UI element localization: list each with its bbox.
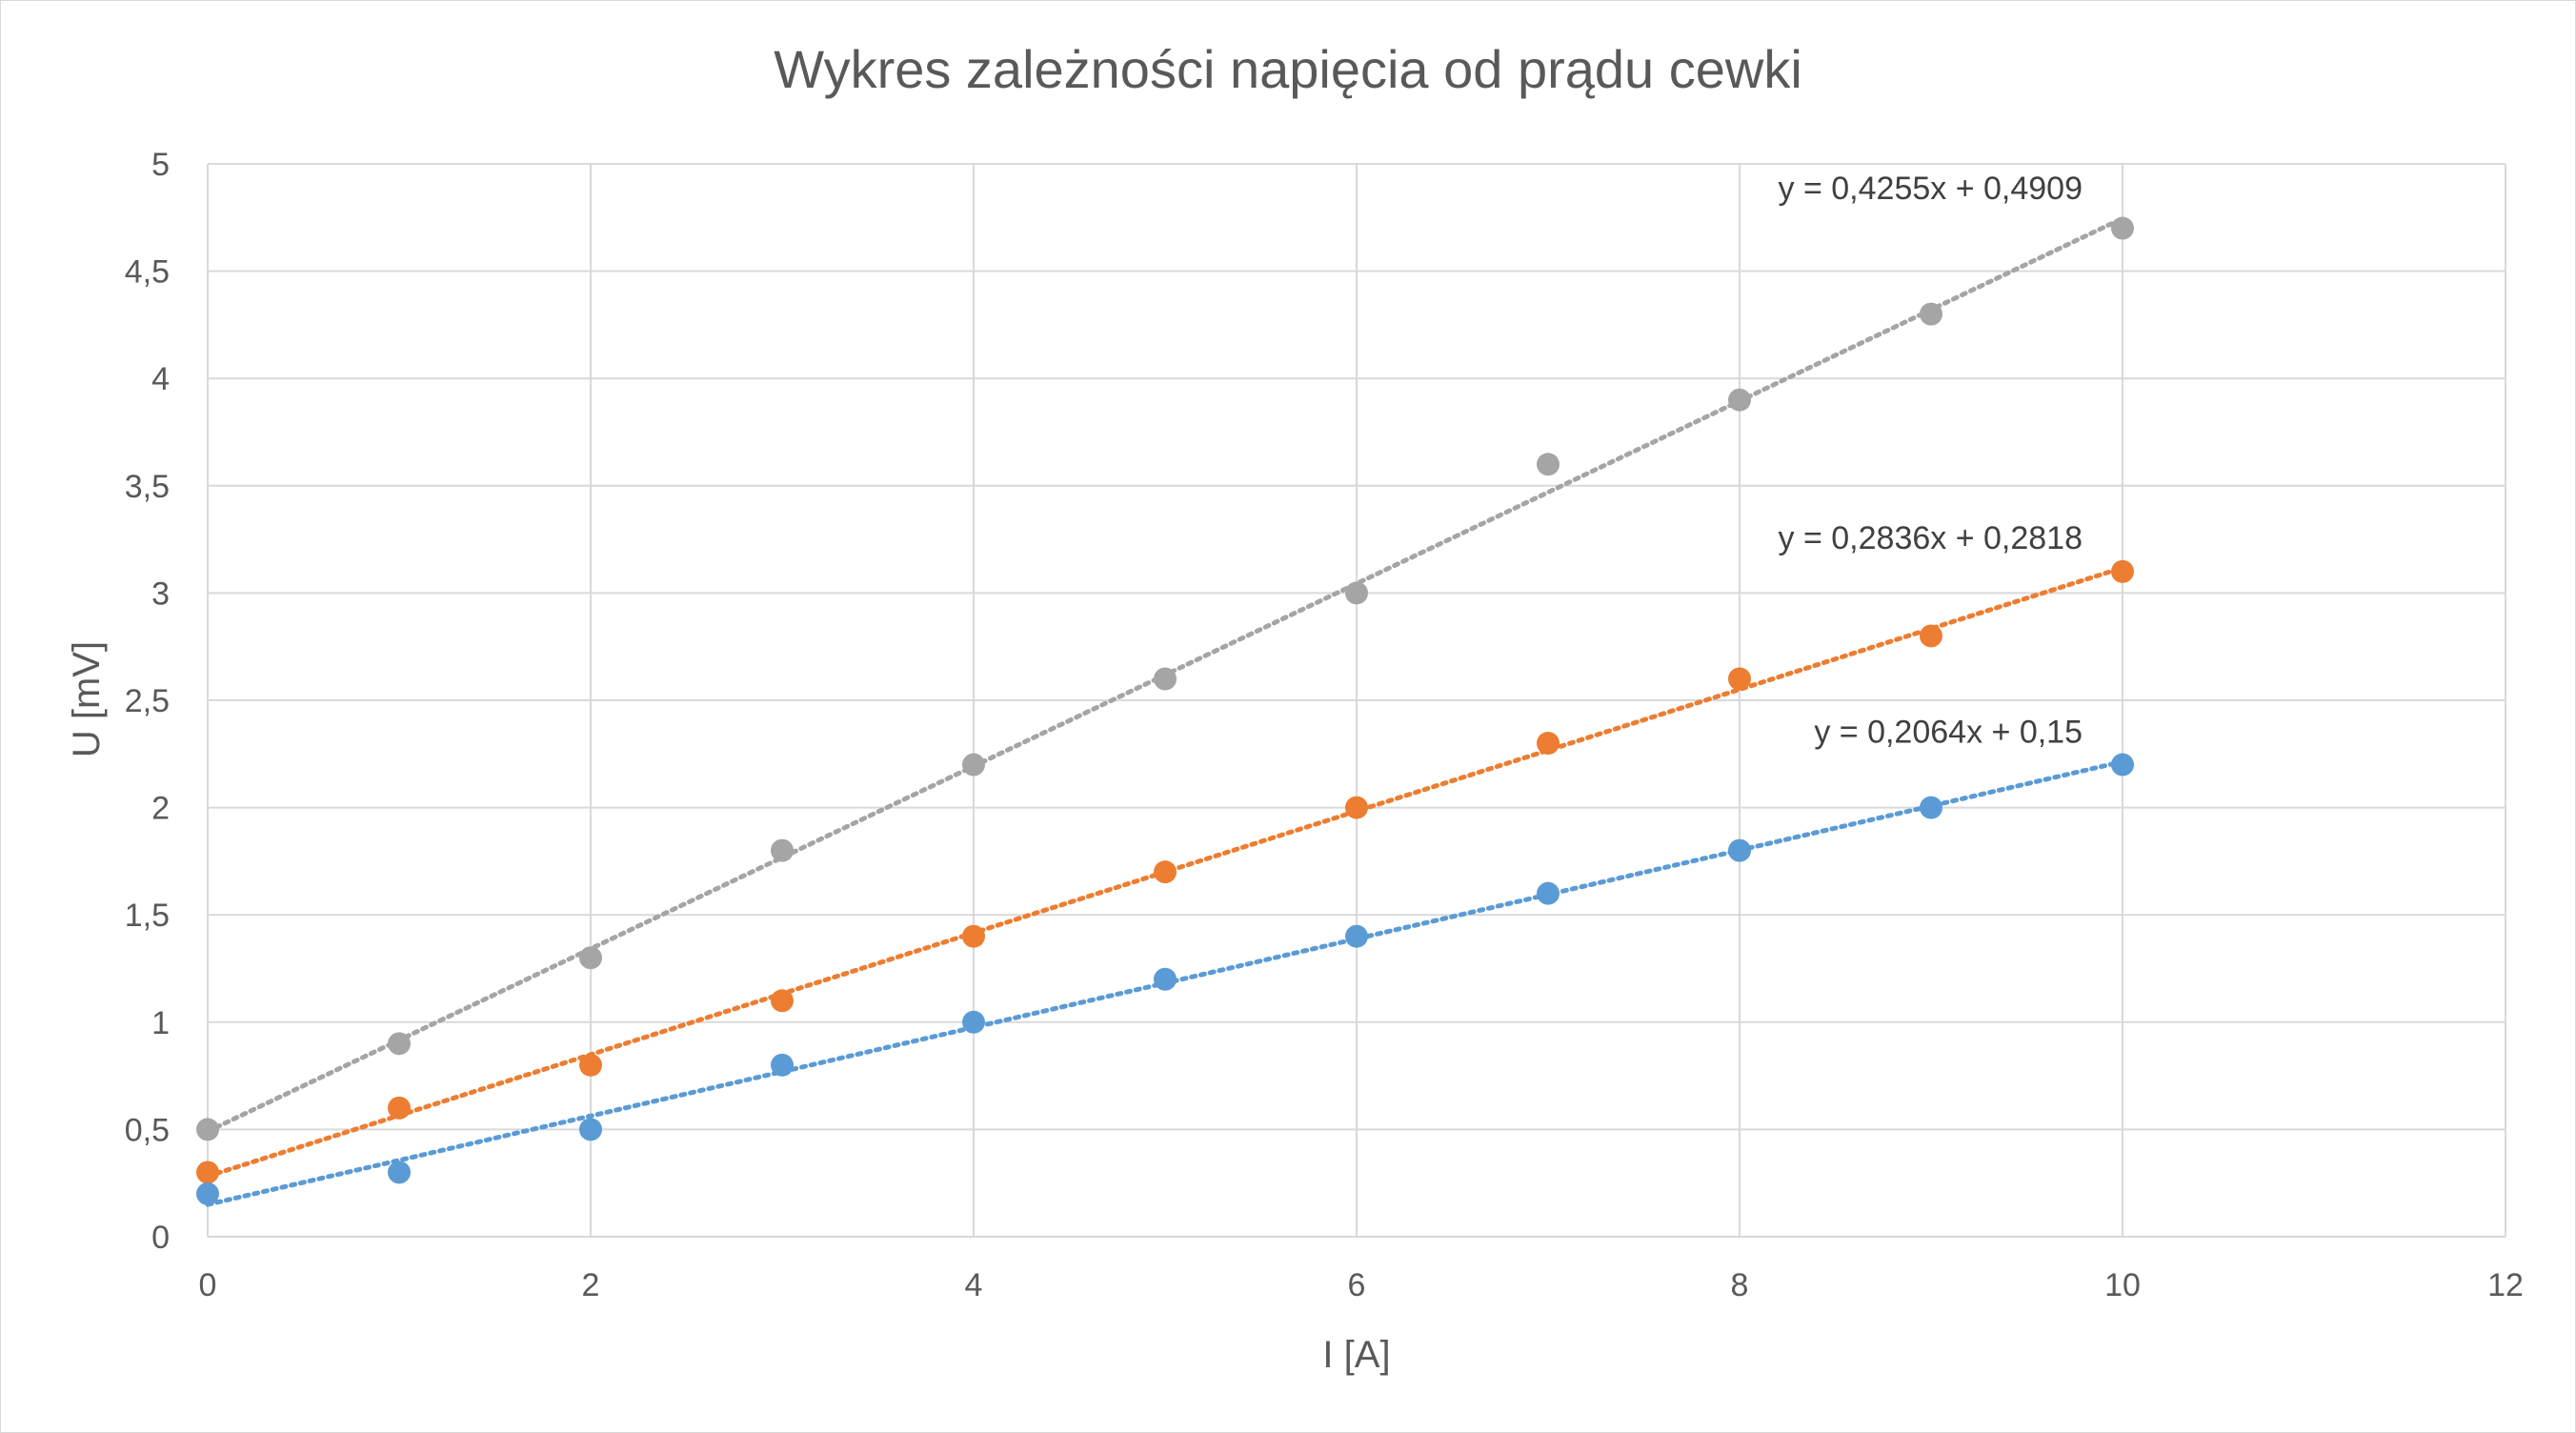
- data-point: [1154, 967, 1177, 991]
- data-point: [1345, 581, 1368, 605]
- trendline-equation: y = 0,2064x + 0,15: [1814, 714, 2083, 750]
- data-point: [771, 989, 794, 1013]
- data-point: [1537, 732, 1560, 756]
- data-point: [196, 1118, 219, 1141]
- data-point: [1920, 624, 1942, 648]
- trendline-labels: y = 0,4255x + 0,4909 y = 0,2836x + 0,2818…: [1779, 171, 2083, 750]
- data-point: [2111, 753, 2134, 777]
- data-point: [962, 1010, 985, 1034]
- trendline-equation: y = 0,4255x + 0,4909: [1779, 171, 2083, 207]
- data-point: [2111, 216, 2134, 240]
- x-tick-label: 0: [199, 1267, 217, 1303]
- x-tick-label: 10: [2104, 1267, 2141, 1303]
- x-axis-label: I [A]: [1322, 1334, 1390, 1376]
- y-tick-label: 3: [151, 575, 170, 612]
- data-points: [196, 216, 2134, 1205]
- data-point: [962, 753, 985, 777]
- y-tick-label: 3,5: [125, 469, 170, 505]
- data-point: [579, 1053, 602, 1077]
- data-point: [1345, 924, 1368, 948]
- x-tick-label: 12: [2487, 1267, 2524, 1303]
- data-point: [196, 1161, 219, 1184]
- data-point: [962, 924, 985, 948]
- x-tick-label: 4: [965, 1267, 983, 1303]
- data-point: [388, 1161, 411, 1184]
- trendlines: [205, 215, 2125, 1207]
- data-point: [1728, 667, 1751, 691]
- y-tick-label: 1: [151, 1005, 170, 1041]
- data-point: [1920, 302, 1942, 326]
- y-axis-label: U [mV]: [66, 641, 108, 757]
- data-point: [771, 838, 794, 862]
- data-point: [1154, 667, 1177, 691]
- data-point: [388, 1032, 411, 1056]
- y-tick-label: 0,5: [125, 1112, 170, 1148]
- x-tick-label: 8: [1731, 1267, 1749, 1303]
- data-point: [1537, 881, 1560, 905]
- data-point: [196, 1181, 219, 1205]
- y-tick-label: 2,5: [125, 683, 170, 719]
- data-point: [1154, 860, 1177, 884]
- data-point: [1537, 453, 1560, 476]
- y-tick-label: 4,5: [125, 254, 170, 291]
- y-tick-label: 1,5: [125, 898, 170, 934]
- tick-labels: 0 0,5 1 1,5 2 2,5 3 3,5 4 4,5 5 0 2 4 6 8 10 12: [125, 147, 2524, 1303]
- x-tick-label: 6: [1348, 1267, 1366, 1303]
- data-point: [579, 946, 602, 970]
- data-point: [1728, 388, 1751, 412]
- data-point: [1920, 796, 1942, 819]
- y-tick-label: 4: [151, 361, 170, 397]
- x-tick-label: 2: [582, 1267, 600, 1303]
- trendline-equation: y = 0,2836x + 0,2818: [1779, 520, 2083, 556]
- y-tick-label: 2: [151, 791, 170, 827]
- data-point: [388, 1096, 411, 1120]
- data-point: [2111, 559, 2134, 583]
- y-tick-label: 5: [151, 147, 170, 183]
- y-tick-label: 0: [151, 1220, 170, 1256]
- data-point: [1728, 838, 1751, 862]
- data-point: [771, 1053, 794, 1077]
- grid: [207, 163, 2506, 1238]
- data-point: [1345, 796, 1368, 819]
- chart-title: Wykres zależności napięcia od prądu cewk…: [774, 39, 1802, 99]
- data-point: [579, 1118, 602, 1141]
